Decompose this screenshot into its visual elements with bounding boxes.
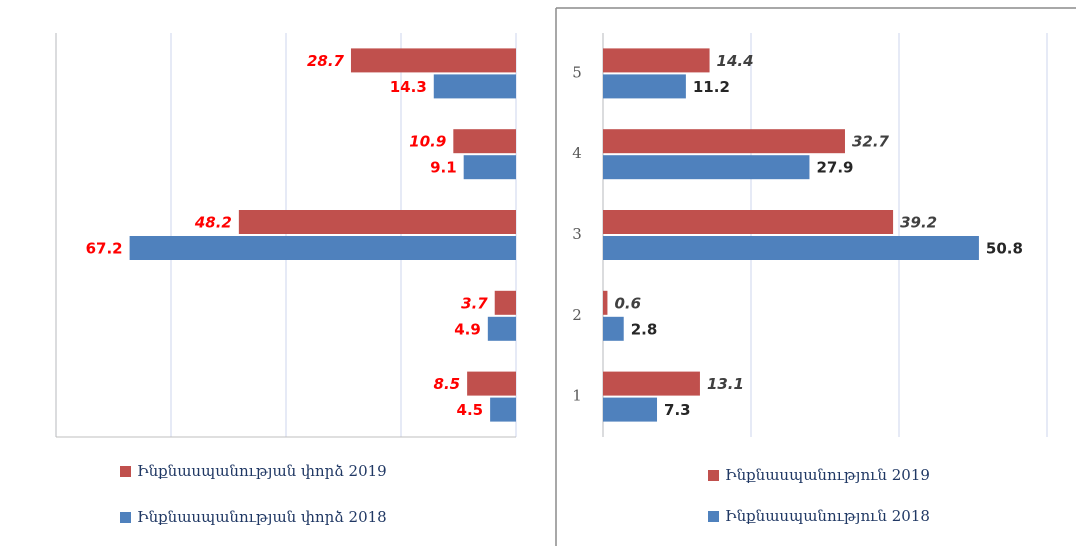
bar bbox=[603, 155, 810, 180]
bar bbox=[487, 316, 516, 341]
bar bbox=[238, 210, 516, 234]
value-label: 4.9 bbox=[454, 320, 481, 338]
y-tick-label: 2 bbox=[572, 306, 582, 324]
bar bbox=[463, 155, 516, 180]
legend-label: Ինքնասպանության փորձ 2019 bbox=[137, 462, 387, 480]
legend-swatch bbox=[708, 470, 719, 481]
y-tick-label: 1 bbox=[572, 387, 582, 405]
value-label: 50.8 bbox=[986, 240, 1023, 258]
bar bbox=[494, 290, 516, 315]
bar bbox=[603, 316, 624, 341]
bar bbox=[603, 210, 894, 234]
value-label: 7.3 bbox=[664, 401, 691, 419]
bar bbox=[453, 129, 516, 154]
value-label: 27.9 bbox=[816, 159, 853, 177]
value-label: 10.9 bbox=[409, 133, 446, 151]
bar bbox=[433, 74, 516, 99]
legend-swatch bbox=[120, 512, 131, 523]
value-label: 32.7 bbox=[852, 133, 890, 151]
legend-swatch bbox=[708, 511, 719, 522]
value-label: 3.7 bbox=[461, 294, 488, 312]
y-tick-label: 4 bbox=[572, 144, 582, 162]
bar bbox=[467, 371, 516, 396]
legend-label: Ինքնասպանության փորձ 2018 bbox=[137, 508, 387, 526]
legend-swatch bbox=[120, 466, 131, 477]
bar bbox=[603, 290, 608, 315]
y-tick-label: 3 bbox=[572, 225, 582, 243]
bar bbox=[490, 397, 516, 422]
bar bbox=[603, 397, 658, 422]
value-label: 48.2 bbox=[194, 214, 232, 232]
value-label: 14.3 bbox=[390, 78, 427, 96]
bar bbox=[603, 48, 710, 73]
value-label: 11.2 bbox=[693, 78, 730, 96]
bar bbox=[603, 371, 700, 396]
bar bbox=[129, 236, 516, 260]
value-label: 0.6 bbox=[614, 294, 641, 312]
value-label: 8.5 bbox=[434, 375, 461, 393]
value-label: 14.4 bbox=[717, 52, 754, 70]
bar bbox=[603, 74, 686, 99]
bar bbox=[603, 129, 845, 154]
value-label: 28.7 bbox=[307, 52, 345, 70]
value-label: 13.1 bbox=[707, 375, 744, 393]
legend-label: Ինքնասպանություն 2018 bbox=[725, 507, 930, 525]
value-label: 2.8 bbox=[631, 320, 658, 338]
value-label: 9.1 bbox=[430, 159, 457, 177]
bar bbox=[603, 236, 979, 260]
value-label: 4.5 bbox=[457, 401, 484, 419]
legend-label: Ինքնասպանություն 2019 bbox=[725, 466, 930, 484]
y-tick-label: 5 bbox=[572, 63, 582, 81]
value-label: 67.2 bbox=[86, 240, 123, 258]
value-label: 39.2 bbox=[900, 214, 937, 232]
bar bbox=[350, 48, 516, 73]
